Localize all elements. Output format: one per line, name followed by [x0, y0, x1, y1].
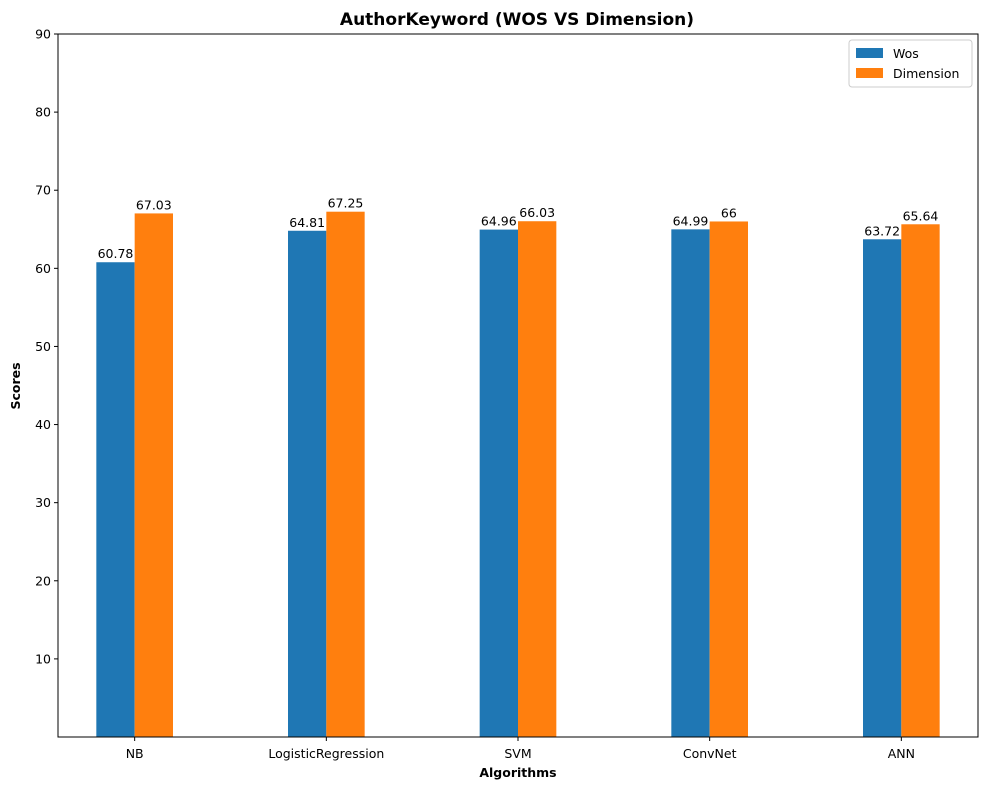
legend-swatch-dimension: [856, 68, 883, 78]
data-label-wos-svm: 64.96: [481, 214, 517, 229]
y-tick-label: 20: [35, 573, 51, 588]
bar-dimension-nb: [134, 213, 173, 738]
x-axis: NB LogisticRegression SVM ConvNet ANN: [126, 737, 915, 761]
data-label-dimension-nb: 67.03: [136, 197, 172, 212]
y-tick-label: 70: [35, 183, 51, 198]
x-axis-label: Algorithms: [479, 765, 556, 780]
bar-dimension-logisticregression: [326, 211, 365, 737]
data-labels-layer: 60.78 64.81 64.96 64.99 63.72 67.03 67.25 66.03…: [98, 196, 939, 262]
bar-dimension-ann: [901, 224, 940, 737]
y-tick-label: 40: [35, 417, 51, 432]
data-label-wos-logisticregression: 64.81: [289, 215, 325, 230]
legend-label-wos: Wos: [893, 46, 919, 61]
y-tick-label: 90: [35, 27, 51, 42]
y-tick-label: 50: [35, 339, 51, 354]
y-tick-label: 30: [35, 495, 51, 510]
data-label-dimension-svm: 66.03: [519, 205, 555, 220]
x-tick-label: NB: [126, 746, 144, 761]
bar-wos-nb: [96, 262, 135, 737]
bar-wos-logisticregression: [288, 230, 327, 737]
y-axis: 10 20 30 40 50 60 70 80 90: [35, 27, 58, 666]
bar-wos-ann: [863, 239, 902, 737]
chart-title: AuthorKeyword (WOS VS Dimension): [340, 10, 694, 30]
legend: Wos Dimension: [848, 39, 973, 88]
x-tick-label: SVM: [504, 746, 531, 761]
x-tick-label: ConvNet: [683, 746, 737, 761]
legend-label-dimension: Dimension: [893, 66, 959, 81]
bar-dimension-convnet: [709, 221, 748, 738]
y-tick-label: 80: [35, 105, 51, 120]
data-label-wos-ann: 63.72: [864, 223, 900, 238]
x-tick-label: LogisticRegression: [268, 746, 384, 761]
bar-dimension-svm: [518, 221, 557, 738]
x-tick-label: ANN: [888, 746, 915, 761]
bar-wos-svm: [479, 229, 518, 737]
data-label-wos-convnet: 64.99: [673, 213, 709, 228]
data-label-dimension-ann: 65.64: [903, 208, 939, 223]
data-label-wos-nb: 60.78: [98, 246, 134, 261]
legend-swatch-wos: [856, 48, 883, 58]
bar-wos-convnet: [671, 229, 710, 738]
y-tick-label: 10: [35, 651, 51, 666]
data-label-dimension-convnet: 66: [721, 205, 737, 220]
data-label-dimension-logisticregression: 67.25: [328, 196, 364, 211]
bars-layer: [96, 211, 940, 738]
y-axis-label: Scores: [8, 362, 23, 409]
y-tick-label: 60: [35, 261, 51, 276]
